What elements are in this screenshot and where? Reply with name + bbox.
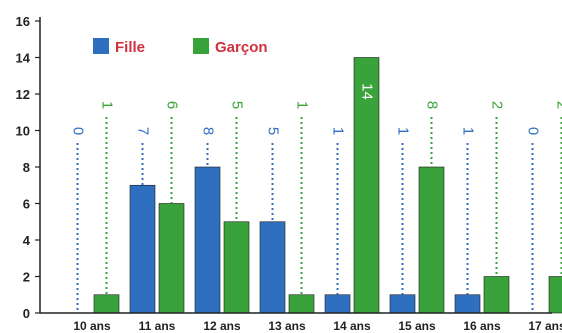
x-tick-label: 10 ans: [73, 319, 111, 333]
data-label: 5: [229, 101, 246, 109]
x-tick-label: 15 ans: [398, 319, 436, 333]
data-label: 1: [294, 101, 311, 109]
bar-fille-11-ans: [129, 184, 156, 314]
x-tick-label: 16 ans: [463, 319, 501, 333]
data-label: 1: [460, 127, 477, 135]
data-label: 1: [395, 127, 412, 135]
bar-fille-12-ans: [194, 166, 221, 314]
legend-swatch: [93, 38, 109, 54]
bar-garon-14-ans: [353, 57, 380, 314]
bar-garon-12-ans: [223, 221, 250, 314]
x-tick-label: 11 ans: [139, 319, 176, 333]
x-tick-label: 17 ans: [528, 319, 562, 333]
y-axis: 0 2 4 6 8 10 12 14 16: [16, 14, 41, 321]
data-label: 0: [525, 127, 542, 135]
y-tick-label: 4: [23, 233, 31, 248]
data-label: 2: [554, 101, 562, 109]
data-label: 8: [200, 127, 217, 135]
data-label: 7: [135, 127, 152, 135]
bar-garon-11-ans: [158, 203, 185, 314]
bar-garon-16-ans: [483, 276, 510, 314]
data-label: 1: [99, 101, 116, 109]
legend: Fille Garçon: [93, 38, 268, 56]
y-tick-label: 8: [23, 160, 30, 175]
legend-swatch: [193, 38, 209, 54]
bars: [93, 57, 562, 314]
y-tick-label: 16: [16, 14, 30, 29]
y-tick-label: 0: [23, 306, 30, 321]
legend-label: Garçon: [215, 39, 268, 56]
x-tick-label: 14 ans: [333, 319, 371, 333]
data-label: 2: [489, 101, 506, 109]
bar-fille-16-ans: [454, 294, 481, 314]
data-label: 14: [359, 83, 376, 100]
legend-label: Fille: [115, 39, 145, 56]
bar-garon-13-ans: [288, 294, 315, 314]
y-tick-label: 2: [23, 270, 30, 285]
y-tick-label: 14: [16, 51, 31, 66]
x-tick-label: 12 ans: [203, 319, 241, 333]
bar-garon-17-ans: [548, 276, 562, 314]
bar-garon-10-ans: [93, 294, 120, 314]
y-tick-label: 12: [16, 87, 30, 102]
y-tick-label: 6: [23, 197, 30, 212]
data-label: 0: [70, 127, 87, 135]
data-label: 6: [164, 101, 181, 109]
bar-fille-15-ans: [389, 294, 416, 314]
data-labels: 0 1 7 6 8 5 5 1 1 14 1 8 1 2 0 2: [70, 83, 562, 313]
bar-garon-15-ans: [418, 166, 445, 314]
x-axis: 10 ans 11 ans 12 ans 13 ans 14 ans 15 ans 16 a…: [40, 312, 562, 333]
bar-fille-14-ans: [324, 294, 351, 314]
data-label: 1: [330, 127, 347, 135]
data-label: 5: [265, 127, 282, 135]
data-label: 8: [424, 101, 441, 109]
x-tick-label: 13 ans: [268, 319, 306, 333]
y-tick-label: 10: [16, 124, 30, 139]
bar-fille-13-ans: [259, 221, 286, 314]
